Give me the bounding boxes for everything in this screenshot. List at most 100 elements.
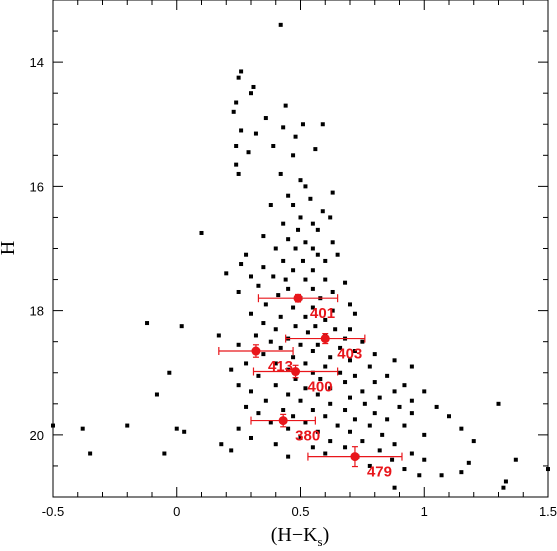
highlight-point — [293, 293, 303, 303]
y-tick-label: 18 — [30, 304, 44, 319]
x-axis-label-subscript: s — [318, 534, 323, 549]
x-tick-label: 1.5 — [539, 504, 557, 519]
data-point — [372, 380, 377, 385]
data-point — [300, 258, 305, 263]
data-point — [380, 432, 385, 437]
data-point — [253, 131, 258, 136]
data-point — [273, 327, 278, 332]
data-point — [286, 237, 291, 242]
data-point — [372, 411, 377, 416]
data-point — [298, 342, 303, 347]
data-point — [236, 171, 241, 176]
data-point — [249, 91, 253, 96]
data-point — [422, 432, 427, 437]
data-point — [174, 426, 179, 431]
data-point — [298, 398, 303, 403]
data-point — [263, 398, 268, 403]
data-point — [303, 361, 308, 366]
data-point — [234, 162, 239, 167]
data-point — [367, 364, 372, 369]
highlight-point — [251, 346, 261, 356]
data-point — [278, 314, 283, 319]
data-point — [303, 184, 308, 189]
data-point — [330, 308, 335, 313]
data-point — [367, 463, 372, 468]
data-point — [377, 448, 382, 453]
data-point — [343, 380, 348, 385]
data-point — [261, 321, 266, 326]
data-point — [372, 352, 377, 357]
data-point — [320, 122, 325, 127]
data-point — [546, 467, 550, 472]
x-tick-label: -0.5 — [42, 504, 64, 519]
data-point — [271, 143, 276, 148]
data-point — [291, 203, 296, 208]
data-point — [281, 408, 286, 413]
data-point — [503, 479, 508, 484]
data-point — [51, 423, 55, 428]
data-point — [360, 439, 365, 444]
data-point — [229, 448, 234, 453]
data-point — [239, 69, 244, 74]
data-point — [313, 147, 318, 152]
data-point — [249, 389, 253, 394]
data-point — [281, 221, 286, 226]
data-point — [352, 373, 357, 378]
data-point — [298, 215, 303, 220]
data-point — [249, 274, 253, 279]
data-point — [328, 439, 333, 444]
data-point — [496, 401, 501, 406]
data-point — [409, 451, 414, 456]
data-point — [343, 445, 348, 450]
data-point — [303, 420, 308, 425]
data-point — [281, 125, 286, 130]
data-point — [323, 451, 328, 456]
data-point — [323, 317, 328, 322]
data-point — [390, 457, 395, 462]
data-point — [377, 395, 382, 400]
data-point — [323, 364, 328, 369]
y-axis-label: H — [0, 241, 19, 255]
data-point — [303, 386, 308, 391]
data-point — [199, 230, 204, 235]
data-point — [229, 367, 234, 372]
data-point — [88, 451, 93, 456]
data-point — [422, 457, 427, 462]
point-label: 380 — [295, 428, 320, 445]
data-point — [261, 234, 266, 239]
x-tick-label: 1 — [421, 504, 428, 519]
data-point — [328, 355, 333, 360]
data-point — [310, 408, 315, 413]
data-point — [293, 324, 298, 329]
data-point — [310, 246, 315, 251]
data-point — [343, 408, 348, 413]
x-tick-labels: -0.5 0 0.5 1 1.5 — [42, 504, 557, 519]
data-point — [278, 171, 283, 176]
data-point — [276, 293, 281, 298]
data-point — [310, 370, 315, 375]
data-point — [348, 429, 352, 434]
data-point — [261, 352, 266, 357]
x-tick-label: 0 — [173, 504, 180, 519]
data-point — [268, 420, 273, 425]
data-point — [182, 429, 187, 434]
data-point — [273, 442, 278, 447]
highlight-point — [320, 334, 330, 344]
data-point — [286, 392, 291, 397]
x-axis-label: (H−Ks) — [271, 524, 330, 549]
data-point — [315, 429, 320, 434]
data-point — [125, 423, 130, 428]
data-point — [286, 367, 291, 372]
data-point — [236, 426, 241, 431]
data-point — [310, 286, 315, 291]
data-point — [459, 426, 464, 431]
highlight-point — [350, 452, 360, 462]
data-point — [291, 153, 296, 158]
y-tick-label: 14 — [30, 55, 44, 70]
data-point — [422, 389, 427, 394]
data-point — [409, 398, 414, 403]
data-point — [291, 305, 296, 310]
data-point — [261, 265, 266, 270]
data-point — [434, 404, 439, 409]
